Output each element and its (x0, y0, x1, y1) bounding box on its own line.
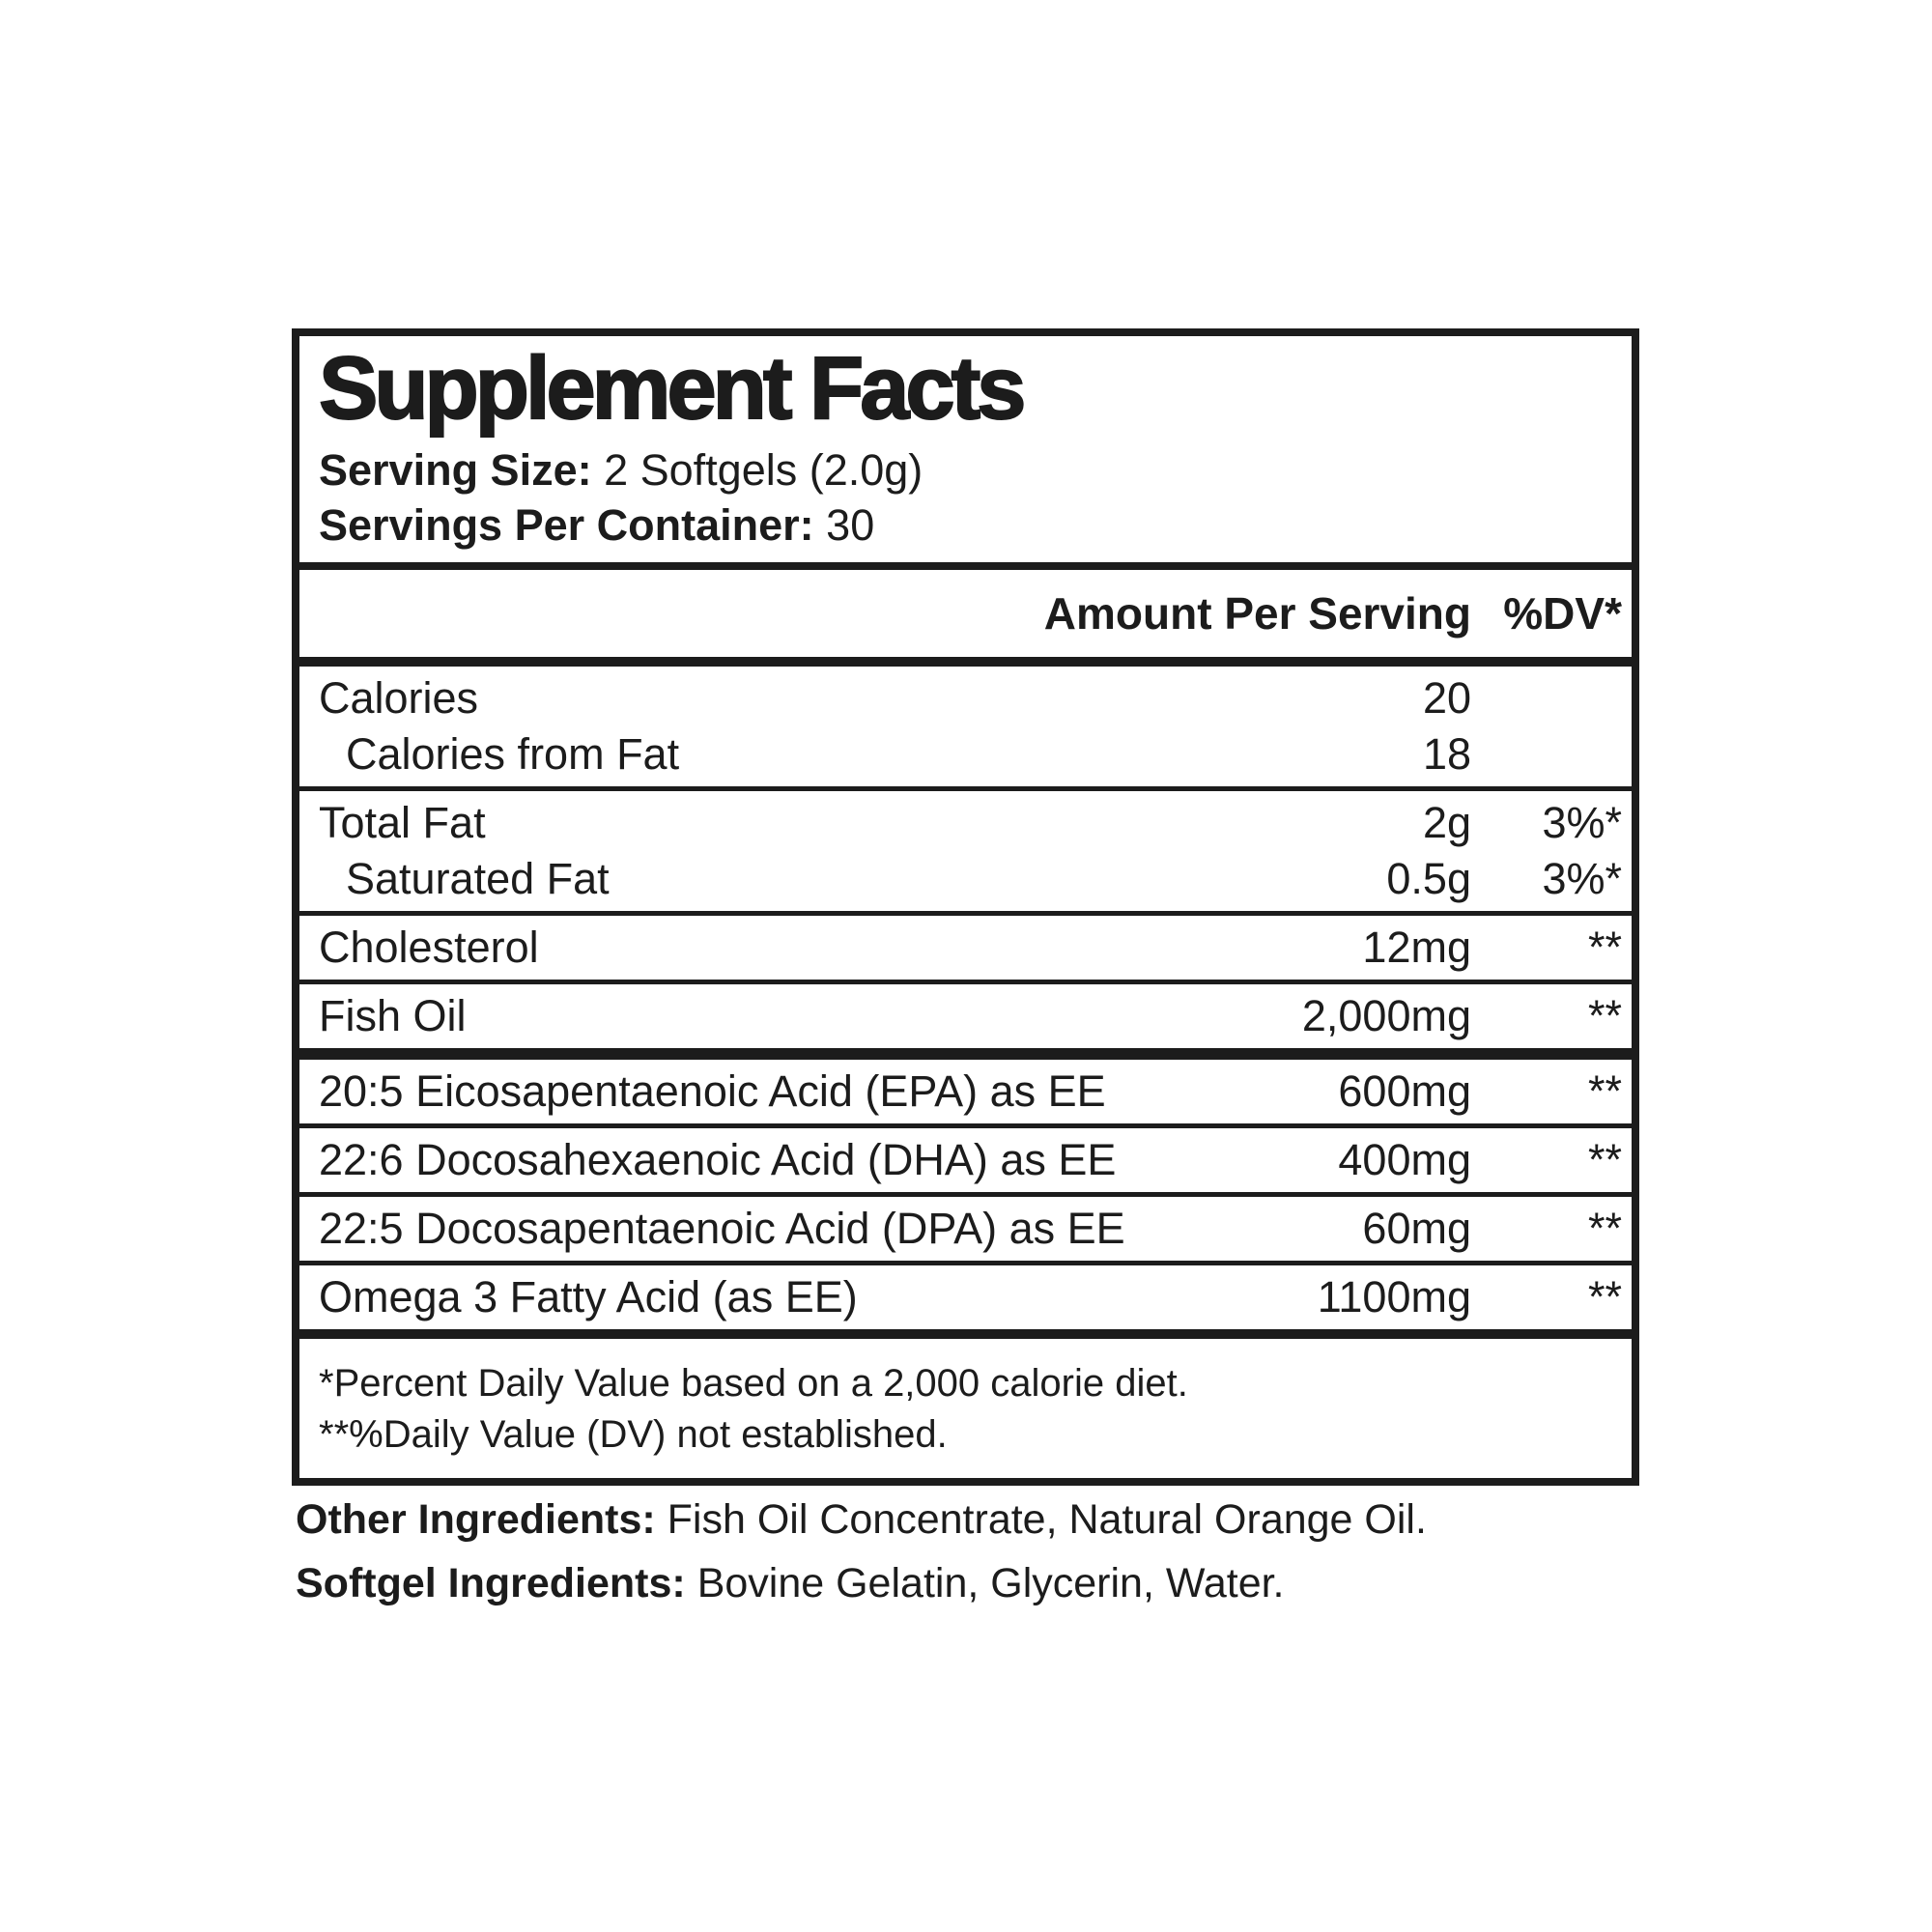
serving-size-label: Serving Size: (319, 444, 592, 495)
row-amount: 600mg (1338, 1066, 1471, 1117)
softgel-ingredients-label: Softgel Ingredients: (296, 1559, 686, 1606)
row-name: Total Fat (319, 798, 486, 848)
column-header-row: Amount Per Serving %DV* (299, 570, 1632, 657)
divider (299, 1123, 1632, 1129)
row-fish-oil: Fish Oil 2,000mg ** (299, 984, 1632, 1048)
footnote-section: *Percent Daily Value based on a 2,000 ca… (299, 1339, 1632, 1478)
row-total-fat: Total Fat 2g 3%* (299, 795, 1632, 851)
amount-per-serving-header: Amount Per Serving (1043, 588, 1471, 639)
row-name: Calories from Fat (346, 729, 680, 780)
row-name: Saturated Fat (346, 854, 610, 904)
supplement-facts-panel: Supplement Facts Serving Size: 2 Softgel… (292, 328, 1639, 1486)
row-dv: 3%* (1542, 854, 1622, 904)
row-name: Omega 3 Fatty Acid (as EE) (319, 1272, 858, 1322)
softgel-ingredients-line: Softgel Ingredients: Bovine Gelatin, Gly… (296, 1559, 1648, 1609)
divider (299, 562, 1632, 571)
row-name: Calories (319, 673, 479, 724)
softgel-ingredients-value: Bovine Gelatin, Glycerin, Water. (696, 1559, 1285, 1606)
footnote-line-2: **%Daily Value (DV) not established. (319, 1412, 948, 1456)
row-amount: 400mg (1338, 1135, 1471, 1185)
panel-title: Supplement Facts (318, 339, 1027, 438)
row-omega-3: Omega 3 Fatty Acid (as EE) 1100mg ** (299, 1265, 1632, 1329)
row-dv: 3%* (1542, 798, 1622, 848)
row-name: Cholesterol (319, 923, 539, 973)
row-dha: 22:6 Docosahexaenoic Acid (DHA) as EE 40… (299, 1128, 1632, 1192)
row-amount: 2,000mg (1301, 991, 1471, 1041)
row-saturated-fat: Saturated Fat 0.5g 3%* (299, 851, 1632, 907)
row-amount: 18 (1422, 729, 1471, 780)
divider (299, 1261, 1632, 1266)
serving-size-line: Serving Size: 2 Softgels (2.0g) (319, 444, 1610, 496)
row-dv: ** (1587, 1272, 1622, 1322)
other-ingredients-label: Other Ingredients: (296, 1496, 656, 1543)
row-amount: 1100mg (1317, 1272, 1471, 1322)
divider (299, 1048, 1632, 1061)
divider (299, 1329, 1632, 1340)
row-calories-from-fat: Calories from Fat 18 (299, 726, 1632, 782)
divider (299, 786, 1632, 792)
row-name: 20:5 Eicosapentaenoic Acid (EPA) as EE (319, 1066, 1106, 1117)
other-ingredients-line: Other Ingredients: Fish Oil Concentrate,… (296, 1495, 1648, 1546)
row-name: 22:6 Docosahexaenoic Acid (DHA) as EE (319, 1135, 1117, 1185)
other-ingredients-value: Fish Oil Concentrate, Natural Orange Oil… (667, 1496, 1427, 1543)
row-amount: 60mg (1362, 1204, 1471, 1254)
row-amount: 0.5g (1386, 854, 1471, 904)
row-dv: ** (1587, 1066, 1622, 1117)
row-calories: Calories 20 (299, 670, 1632, 726)
footnote-line-1: *Percent Daily Value based on a 2,000 ca… (319, 1362, 1188, 1406)
row-epa: 20:5 Eicosapentaenoic Acid (EPA) as EE 6… (299, 1060, 1632, 1123)
row-cholesterol: Cholesterol 12mg ** (299, 916, 1632, 980)
divider (299, 657, 1632, 668)
row-dv: ** (1587, 923, 1622, 973)
serving-size-value: 2 Softgels (2.0g) (604, 444, 923, 495)
fat-group: Total Fat 2g 3%* Saturated Fat 0.5g 3%* (299, 791, 1632, 911)
row-dv: ** (1587, 991, 1622, 1041)
calories-group: Calories 20 Calories from Fat 18 (299, 667, 1632, 786)
servings-per-container-value: 30 (826, 499, 875, 550)
servings-per-container-line: Servings Per Container: 30 (319, 499, 1610, 551)
row-dv: ** (1587, 1135, 1622, 1185)
row-amount: 12mg (1362, 923, 1471, 973)
panel-header: Supplement Facts Serving Size: 2 Softgel… (299, 336, 1632, 562)
divider (299, 1192, 1632, 1198)
divider (299, 980, 1632, 985)
row-name: Fish Oil (319, 991, 467, 1041)
row-dpa: 22:5 Docosapentaenoic Acid (DPA) as EE 6… (299, 1197, 1632, 1261)
row-name: 22:5 Docosapentaenoic Acid (DPA) as EE (319, 1204, 1125, 1254)
row-amount: 20 (1422, 673, 1471, 724)
row-amount: 2g (1422, 798, 1471, 848)
dv-header: %DV* (1503, 588, 1622, 639)
row-dv: ** (1587, 1204, 1622, 1254)
servings-per-container-label: Servings Per Container: (319, 499, 814, 550)
divider (299, 911, 1632, 917)
ingredients-section: Other Ingredients: Fish Oil Concentrate,… (296, 1495, 1648, 1622)
